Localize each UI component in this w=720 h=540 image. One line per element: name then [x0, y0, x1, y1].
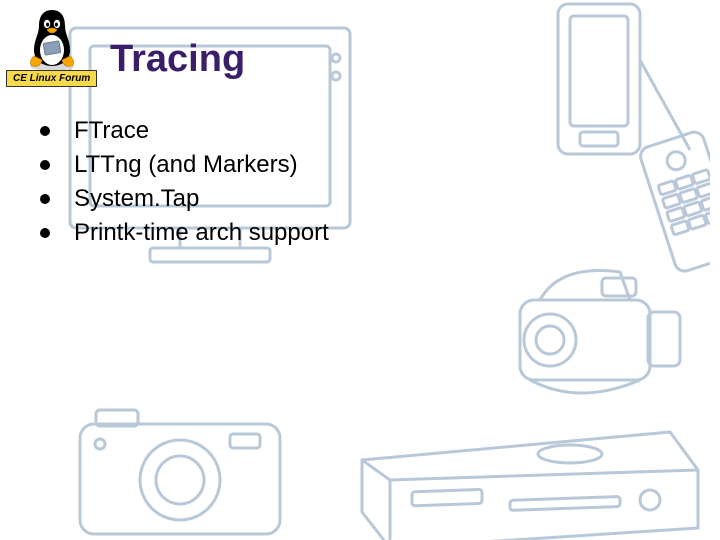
list-item: FTrace: [40, 117, 720, 145]
camcorder-outline-icon: [470, 250, 710, 430]
bullet-dot-icon: [40, 160, 50, 170]
slide-title: Tracing: [110, 38, 720, 81]
bullet-text: FTrace: [74, 117, 149, 145]
slide-content: Tracing FTrace LTTng (and Markers) Syste…: [0, 0, 720, 247]
forum-logo: CE Linux Forum: [6, 6, 97, 87]
list-item: LTTng (and Markers): [40, 151, 720, 179]
logo-banner-text: CE Linux Forum: [6, 70, 97, 87]
bullet-text: Printk-time arch support: [74, 219, 329, 247]
bullet-list: FTrace LTTng (and Markers) System.Tap Pr…: [40, 117, 720, 247]
bullet-text: LTTng (and Markers): [74, 151, 298, 179]
bullet-dot-icon: [40, 194, 50, 204]
list-item: System.Tap: [40, 185, 720, 213]
bullet-text: System.Tap: [74, 185, 199, 213]
bullet-dot-icon: [40, 126, 50, 136]
bullet-dot-icon: [40, 228, 50, 238]
dvd-player-outline-icon: [350, 420, 710, 540]
list-item: Printk-time arch support: [40, 219, 720, 247]
tux-penguin-icon: [22, 6, 82, 72]
compact-camera-outline-icon: [70, 400, 300, 540]
